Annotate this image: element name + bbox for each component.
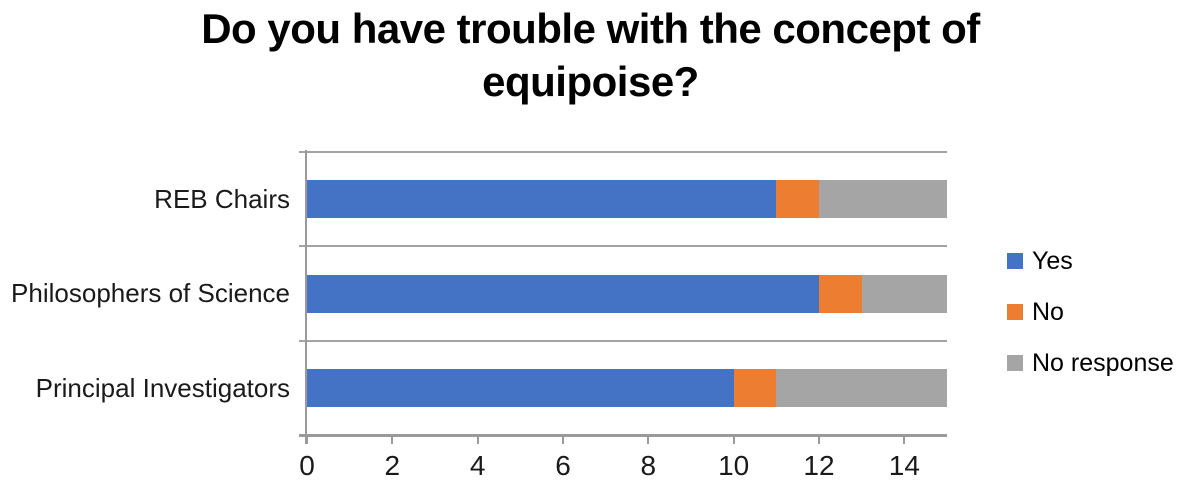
legend-item-no-response: No response	[1007, 349, 1174, 377]
gridline	[299, 245, 947, 248]
category-label-reb-chairs: REB Chairs	[154, 184, 290, 214]
legend-swatch-no	[1007, 304, 1023, 320]
gridline	[299, 151, 947, 153]
legend: Yes No No response	[1007, 247, 1174, 403]
bar-segment-no	[733, 368, 777, 407]
x-tick-label: 6	[555, 450, 571, 481]
bar-segment-no	[776, 180, 819, 219]
legend-item-yes: Yes	[1007, 247, 1174, 275]
x-tick-mark	[647, 435, 650, 444]
legend-swatch-no-response	[1007, 355, 1023, 371]
x-tick-mark	[903, 435, 906, 444]
bar-row-principal-investigators	[307, 368, 947, 407]
x-tick-label: 10	[718, 450, 750, 481]
chart-title-line-2: equipoise?	[482, 58, 699, 105]
chart-title-line-1: Do you have trouble with the concept of	[201, 5, 980, 52]
legend-item-no: No	[1007, 298, 1174, 326]
category-label-philosophers-of-science: Philosophers of Science	[11, 278, 290, 309]
bar-row-philosophers-of-science	[307, 274, 947, 313]
legend-label-no-response: No response	[1032, 349, 1174, 377]
bar-segment-yes	[307, 274, 819, 313]
x-axis-tick-labels: 0 2 4 6 8 10 12 14	[299, 450, 947, 482]
bar-segment-yes	[307, 180, 777, 219]
x-tick-label: 12	[803, 450, 835, 481]
bar-segment-no-response	[818, 180, 947, 219]
x-tick-label: 8	[640, 450, 657, 481]
x-tick-mark	[476, 435, 479, 444]
x-tick-mark	[562, 435, 564, 444]
x-tick-mark	[306, 435, 308, 444]
category-axis-labels: REB Chairs Philosophers of Science Princip…	[0, 152, 290, 435]
legend-label-yes: Yes	[1032, 247, 1073, 275]
legend-swatch-yes	[1007, 253, 1023, 269]
x-tick-label: 2	[384, 450, 401, 481]
bar-segment-no-response	[861, 274, 947, 313]
x-axis-line	[299, 434, 947, 437]
x-tick-label: 0	[299, 450, 315, 481]
bar-segment-no	[819, 274, 862, 313]
x-tick-mark	[732, 435, 735, 444]
bar-row-reb-chairs	[307, 180, 947, 219]
x-tick-label: 14	[888, 450, 920, 481]
bar-segment-yes	[307, 368, 734, 407]
chart-title: Do you have trouble with the concept of …	[0, 2, 1181, 108]
legend-label-no: No	[1032, 298, 1064, 326]
x-tick-mark	[391, 435, 394, 444]
x-tick-mark	[818, 435, 820, 444]
plot-area	[299, 150, 947, 444]
y-axis-line	[305, 150, 307, 444]
bar-segment-no-response	[776, 368, 947, 407]
category-label-principal-investigators: Principal Investigators	[35, 372, 290, 403]
gridline	[299, 339, 947, 342]
x-tick-label: 4	[469, 450, 486, 481]
